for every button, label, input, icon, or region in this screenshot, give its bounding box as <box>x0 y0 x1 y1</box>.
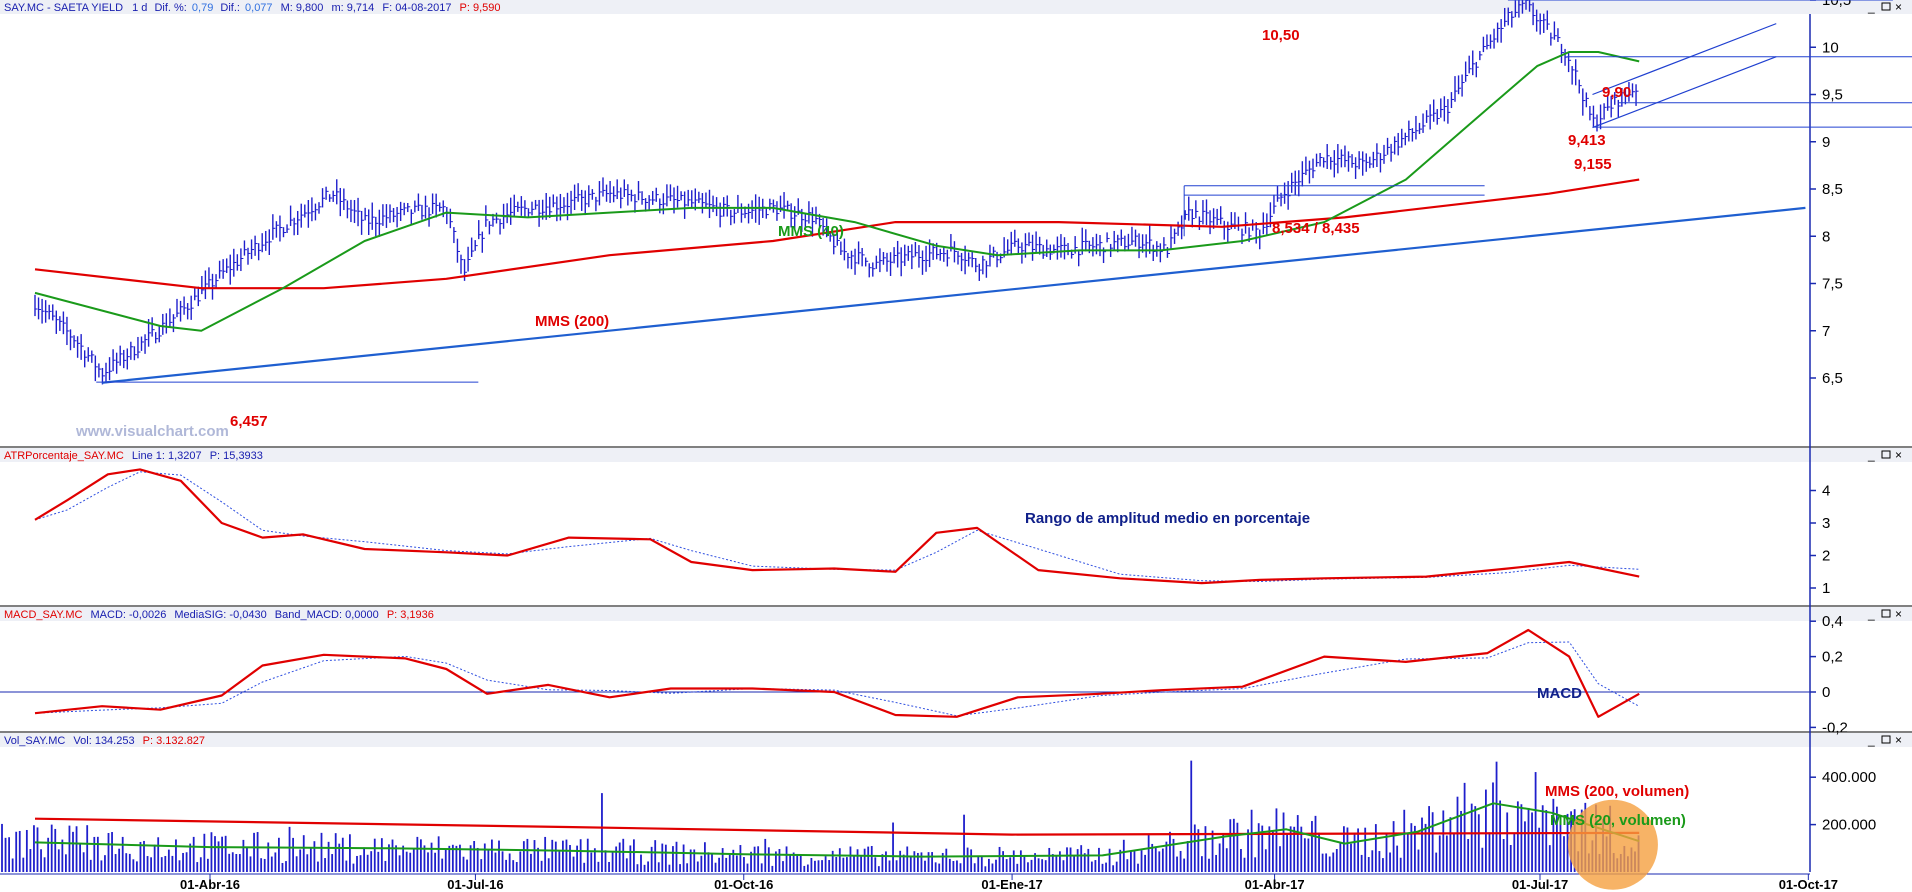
macd-line <box>34 628 1640 718</box>
atr-panel-window-controls[interactable]: _ × <box>1867 448 1902 462</box>
close-icon[interactable]: × <box>1895 733 1902 747</box>
channel-lower-line <box>1592 56 1777 129</box>
support-trendline <box>101 206 1806 384</box>
volume-mms200-line <box>34 817 1640 836</box>
x-tick-label: 01-Ene-17 <box>981 877 1042 892</box>
close-icon[interactable]: × <box>1895 448 1902 462</box>
annotation-level-1050: 10,50 <box>1262 27 1300 44</box>
macd-tick-label: 0 <box>1822 684 1830 701</box>
x-tick-label: 01-Oct-17 <box>1779 877 1838 892</box>
close-icon[interactable]: × <box>1895 607 1902 621</box>
x-tick-label: 01-Abr-16 <box>180 877 240 892</box>
annotation-level-6457: 6,457 <box>230 413 268 430</box>
price-tick-label: 10,5 <box>1822 0 1851 9</box>
minimize-icon[interactable]: _ <box>1867 0 1875 14</box>
volume-panel-header-bar <box>0 733 1912 747</box>
macd-panel-window-controls[interactable]: _ × <box>1867 607 1902 621</box>
annotation-level-8534: 8,534 / 8,435 <box>1272 220 1360 237</box>
price-tick-label: 10 <box>1822 39 1839 56</box>
atr-tick-label: 4 <box>1822 483 1830 500</box>
volume-mms200-label: MMS (200, volumen) <box>1545 783 1689 800</box>
macd-lines <box>0 628 1810 718</box>
price-tick-label: 9 <box>1822 134 1830 151</box>
atr-signal-line <box>34 471 1640 582</box>
mms40-line <box>34 51 1640 332</box>
channel-upper-line <box>1592 23 1777 96</box>
volume-highlight-circle <box>1567 799 1658 890</box>
atr-y-axis: 1 2 3 4 <box>1810 483 1830 597</box>
price-y-axis: 6,5 7 7,5 8 8,5 9 9,5 10 10,5 <box>1810 0 1851 387</box>
volume-tick-label: 400.000 <box>1822 769 1876 786</box>
maximize-icon[interactable] <box>1881 609 1891 618</box>
minimize-icon[interactable]: _ <box>1867 607 1875 621</box>
macd-tick-label: 0,2 <box>1822 649 1843 666</box>
atr-lines <box>34 468 1640 585</box>
price-ohlc-bars <box>34 0 1639 385</box>
atr-line <box>34 468 1640 585</box>
atr-tick-label: 1 <box>1822 580 1830 597</box>
annotation-mms200: MMS (200) <box>535 313 609 330</box>
maximize-icon[interactable] <box>1881 450 1891 459</box>
macd-tick-label: -0,2 <box>1822 719 1848 736</box>
x-tick-label: 01-Abr-17 <box>1245 877 1305 892</box>
x-tick-label: 01-Jul-17 <box>1512 877 1568 892</box>
price-tick-label: 9,5 <box>1822 87 1843 104</box>
price-panel-header-bar <box>0 0 1912 14</box>
macd-signal-line <box>34 641 1640 717</box>
volume-tick-label: 200.000 <box>1822 817 1876 834</box>
volume-panel-header: Vol_SAY.MC Vol: 134.253 P: 3.132.827 <box>4 735 205 747</box>
macd-panel-title: MACD <box>1537 685 1582 702</box>
macd-panel-header: MACD_SAY.MC MACD: -0,0026 MediaSIG: -0,0… <box>4 609 434 621</box>
annotation-level-9155: 9,155 <box>1574 156 1612 173</box>
x-tick-label: 01-Oct-16 <box>714 877 773 892</box>
atr-panel-header-bar <box>0 448 1912 462</box>
price-tick-label: 7 <box>1822 323 1830 340</box>
minimize-icon[interactable]: _ <box>1867 448 1875 462</box>
price-indicator-lines <box>34 0 1912 384</box>
annotation-level-990: 9,90 <box>1602 84 1631 101</box>
atr-tick-label: 2 <box>1822 548 1830 565</box>
volume-y-axis: 200.000 400.000 <box>1810 769 1876 834</box>
minimize-icon[interactable]: _ <box>1867 733 1875 747</box>
mms200-line <box>34 178 1640 290</box>
volume-mms20-label: MMS (20, volumen) <box>1550 812 1686 829</box>
price-tick-label: 7,5 <box>1822 276 1843 293</box>
maximize-icon[interactable] <box>1881 2 1891 11</box>
macd-panel-header-bar <box>0 607 1912 621</box>
atr-tick-label: 3 <box>1822 515 1830 532</box>
price-tick-label: 8 <box>1822 228 1830 245</box>
volume-mms20-line <box>34 802 1640 858</box>
macd-tick-label: 0,4 <box>1822 613 1843 630</box>
volume-bars <box>1 760 1640 872</box>
atr-panel-header: ATRPorcentaje_SAY.MC Line 1: 1,3207 P: 1… <box>4 450 263 462</box>
price-tick-label: 8,5 <box>1822 181 1843 198</box>
x-axis-ticks: 01-Abr-16 01-Jul-16 01-Oct-16 01-Ene-17 01-A… <box>180 874 1838 892</box>
annotation-level-9413: 9,413 <box>1568 132 1606 149</box>
maximize-icon[interactable] <box>1881 735 1891 744</box>
macd-y-axis: -0,2 0 0,2 0,4 <box>1810 613 1848 736</box>
volume-panel-window-controls[interactable]: _ × <box>1867 733 1902 747</box>
price-panel-header: SAY.MC - SAETA YIELD 1 d Dif. %: 0,79 Di… <box>4 2 501 14</box>
x-tick-label: 01-Jul-16 <box>447 877 503 892</box>
watermark: www.visualchart.com <box>75 423 229 440</box>
annotation-mms40: MMS (40) <box>778 223 844 240</box>
volume-average-lines <box>34 799 1658 890</box>
price-panel-window-controls[interactable]: _ × <box>1867 0 1902 14</box>
atr-panel-title: Rango de amplitud medio en porcentaje <box>1025 510 1310 527</box>
close-icon[interactable]: × <box>1895 0 1902 14</box>
price-tick-label: 6,5 <box>1822 370 1843 387</box>
